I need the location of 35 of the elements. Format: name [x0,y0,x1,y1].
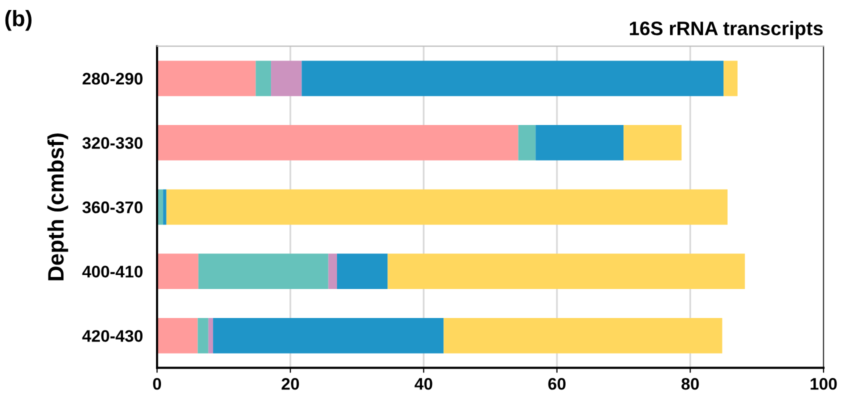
bar [157,318,198,354]
bar [302,60,724,96]
bar [724,60,738,96]
bar [388,254,745,290]
y-tick-label: 400-410 [82,266,142,278]
bar [518,125,536,160]
text: (b) [5,10,32,31]
bar [328,254,338,290]
y-tick-label: 280-290 [82,72,142,85]
bar [157,60,256,96]
bar [213,318,444,354]
chart-title: 16S rRNA transcripts [630,21,823,40]
bar [536,125,624,160]
y-tick-label: 320-330 [82,137,142,149]
bar [256,60,272,96]
y-tick-label: 420-430 [82,330,142,342]
x-tick-label: 100 [810,378,837,390]
y-axis-title: Depth (cmbsf) [47,133,68,280]
bar [157,254,198,290]
bar [166,189,728,225]
x-tick-label: 40 [414,378,432,390]
x-tick-label: 80 [681,378,699,390]
bar [157,125,518,160]
bar [624,125,682,160]
bar [271,60,302,96]
x-tick-label: 20 [282,378,299,390]
x-tick-label: 60 [548,378,566,390]
y-tick-label: 360-370 [82,201,142,214]
bar [337,254,388,290]
bar [444,318,722,354]
bar [163,189,166,225]
bar [198,318,208,354]
bar [198,254,328,290]
x-tick-label: 0 [153,378,162,390]
bar [208,318,214,354]
